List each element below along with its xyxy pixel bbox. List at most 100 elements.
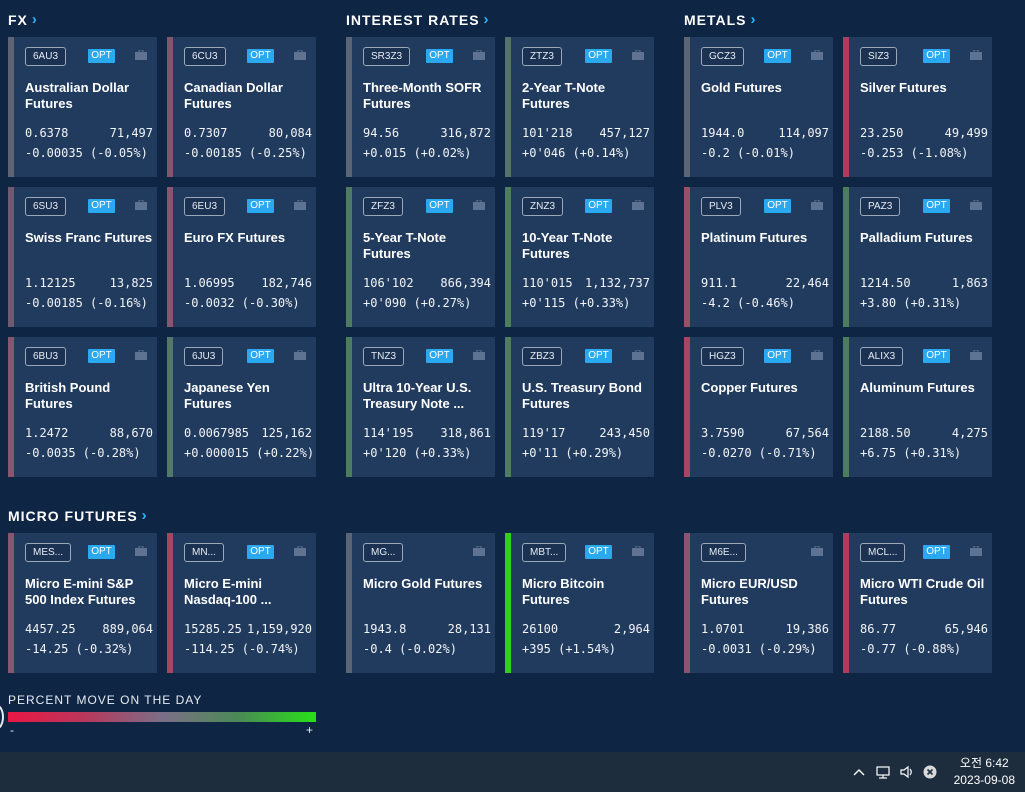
briefcase-icon[interactable] (294, 200, 306, 210)
contract-code-badge[interactable]: ALIX3 (860, 347, 904, 366)
contract-code-badge[interactable]: SIZ3 (860, 47, 898, 66)
speaker-icon[interactable] (899, 764, 915, 780)
contract-card[interactable]: GCZ3 OPT Gold Futures 1944.0 114,097 -0.2 (-0… (684, 37, 833, 177)
briefcase-icon[interactable] (970, 50, 982, 60)
contract-code-badge[interactable]: 6SU3 (25, 197, 67, 216)
options-badge[interactable]: OPT (764, 199, 791, 213)
briefcase-icon[interactable] (632, 50, 644, 60)
contract-card[interactable]: ZBZ3 OPT U.S. Treasury Bond Futures 119'17 2… (505, 337, 654, 477)
options-badge[interactable]: OPT (88, 349, 115, 363)
options-badge[interactable]: OPT (764, 349, 791, 363)
briefcase-icon[interactable] (294, 50, 306, 60)
contract-card[interactable]: ZNZ3 OPT 10-Year T-Note Futures 110'015 1,13… (505, 187, 654, 327)
contract-code-badge[interactable]: PLV3 (701, 197, 741, 216)
contract-card[interactable]: HGZ3 OPT Copper Futures 3.7590 67,564 -0.0270… (684, 337, 833, 477)
briefcase-icon[interactable] (632, 546, 644, 556)
briefcase-icon[interactable] (473, 50, 485, 60)
briefcase-icon[interactable] (970, 350, 982, 360)
contract-card[interactable]: MCL... OPT Micro WTI Crude Oil Futures 86.7… (843, 533, 992, 673)
contract-card[interactable]: 6SU3 OPT Swiss Franc Futures 1.12125 13,825 -… (8, 187, 157, 327)
options-badge[interactable]: OPT (88, 199, 115, 213)
contract-code-badge[interactable]: 6JU3 (184, 347, 224, 366)
contract-code-badge[interactable]: MN... (184, 543, 224, 562)
close-circle-icon[interactable] (922, 764, 938, 780)
options-badge[interactable]: OPT (923, 199, 950, 213)
briefcase-icon[interactable] (632, 350, 644, 360)
briefcase-icon[interactable] (811, 200, 823, 210)
contract-code-badge[interactable]: ZBZ3 (522, 347, 563, 366)
options-badge[interactable]: OPT (88, 545, 115, 559)
contract-code-badge[interactable]: MG... (363, 543, 404, 562)
briefcase-icon[interactable] (811, 546, 823, 556)
contract-card[interactable]: 6CU3 OPT Canadian Dollar Futures 0.7307 80,0… (167, 37, 316, 177)
options-badge[interactable]: OPT (585, 349, 612, 363)
options-badge[interactable]: OPT (88, 49, 115, 63)
options-badge[interactable]: OPT (585, 199, 612, 213)
options-badge[interactable]: OPT (426, 349, 453, 363)
contract-card[interactable]: 6EU3 OPT Euro FX Futures 1.06995 182,746 -0.0… (167, 187, 316, 327)
contract-card[interactable]: ALIX3 OPT Aluminum Futures 2188.50 4,275 +6.7… (843, 337, 992, 477)
briefcase-icon[interactable] (632, 200, 644, 210)
contract-card[interactable]: MES... OPT Micro E-mini S&P 500 Index Futu… (8, 533, 157, 673)
section-micro-futures[interactable]: MICRO FUTURES › (8, 507, 148, 524)
options-badge[interactable]: OPT (585, 545, 612, 559)
contract-card[interactable]: M6E... Micro EUR/USD Futures 1.0701 19,386 -… (684, 533, 833, 673)
options-badge[interactable]: OPT (247, 545, 274, 559)
contract-card[interactable]: SIZ3 OPT Silver Futures 23.250 49,499 -0.253 … (843, 37, 992, 177)
contract-card[interactable]: ZTZ3 OPT 2-Year T-Note Futures 101'218 457,1… (505, 37, 654, 177)
contract-card[interactable]: MN... OPT Micro E-mini Nasdaq-100 ... 15285… (167, 533, 316, 673)
contract-card[interactable]: SR3Z3 OPT Three-Month SOFR Futures 94.56 316… (346, 37, 495, 177)
options-badge[interactable]: OPT (247, 199, 274, 213)
contract-card[interactable]: 6JU3 OPT Japanese Yen Futures 0.0067985 125,… (167, 337, 316, 477)
contract-code-badge[interactable]: MBT... (522, 543, 567, 562)
contract-card[interactable]: 6BU3 OPT British Pound Futures 1.2472 88,670… (8, 337, 157, 477)
briefcase-icon[interactable] (294, 546, 306, 556)
briefcase-icon[interactable] (135, 200, 147, 210)
contract-code-badge[interactable]: 6EU3 (184, 197, 226, 216)
contract-card[interactable]: MBT... OPT Micro Bitcoin Futures 26100 2,964… (505, 533, 654, 673)
briefcase-icon[interactable] (473, 546, 485, 556)
section-interest-rates[interactable]: INTEREST RATES › (346, 11, 490, 28)
briefcase-icon[interactable] (811, 50, 823, 60)
options-badge[interactable]: OPT (764, 49, 791, 63)
section-metals[interactable]: METALS › (684, 11, 757, 28)
briefcase-icon[interactable] (970, 546, 982, 556)
chevron-up-icon[interactable] (851, 764, 867, 780)
contract-code-badge[interactable]: TNZ3 (363, 347, 404, 366)
contract-card[interactable]: 6AU3 OPT Australian Dollar Futures 0.6378 71… (8, 37, 157, 177)
contract-code-badge[interactable]: MES... (25, 543, 72, 562)
options-badge[interactable]: OPT (247, 49, 274, 63)
contract-card[interactable]: PLV3 OPT Platinum Futures 911.1 22,464 -4.2 (… (684, 187, 833, 327)
briefcase-icon[interactable] (473, 350, 485, 360)
contract-code-badge[interactable]: 6BU3 (25, 347, 67, 366)
contract-code-badge[interactable]: ZNZ3 (522, 197, 563, 216)
contract-card[interactable]: ZFZ3 OPT 5-Year T-Note Futures 106'102 866,3… (346, 187, 495, 327)
options-badge[interactable]: OPT (923, 49, 950, 63)
briefcase-icon[interactable] (811, 350, 823, 360)
contract-code-badge[interactable]: ZFZ3 (363, 197, 403, 216)
contract-code-badge[interactable]: PAZ3 (860, 197, 901, 216)
contract-code-badge[interactable]: 6CU3 (184, 47, 226, 66)
options-badge[interactable]: OPT (585, 49, 612, 63)
contract-code-badge[interactable]: HGZ3 (701, 347, 744, 366)
options-badge[interactable]: OPT (426, 199, 453, 213)
options-badge[interactable]: OPT (923, 349, 950, 363)
briefcase-icon[interactable] (135, 546, 147, 556)
contract-card[interactable]: MG... Micro Gold Futures 1943.8 28,131 -0.4 … (346, 533, 495, 673)
contract-code-badge[interactable]: GCZ3 (701, 47, 744, 66)
briefcase-icon[interactable] (294, 350, 306, 360)
taskbar-clock[interactable]: 오전 6:42 2023-09-08 (954, 755, 1015, 789)
contract-code-badge[interactable]: SR3Z3 (363, 47, 411, 66)
briefcase-icon[interactable] (970, 200, 982, 210)
contract-code-badge[interactable]: M6E... (701, 543, 746, 562)
contract-code-badge[interactable]: ZTZ3 (522, 47, 562, 66)
briefcase-icon[interactable] (473, 200, 485, 210)
options-badge[interactable]: OPT (247, 349, 274, 363)
contract-code-badge[interactable]: MCL... (860, 543, 906, 562)
options-badge[interactable]: OPT (426, 49, 453, 63)
section-fx[interactable]: FX › (8, 11, 38, 28)
briefcase-icon[interactable] (135, 50, 147, 60)
contract-card[interactable]: TNZ3 OPT Ultra 10-Year U.S. Treasury Note … (346, 337, 495, 477)
network-icon[interactable] (875, 764, 891, 780)
options-badge[interactable]: OPT (923, 545, 950, 559)
